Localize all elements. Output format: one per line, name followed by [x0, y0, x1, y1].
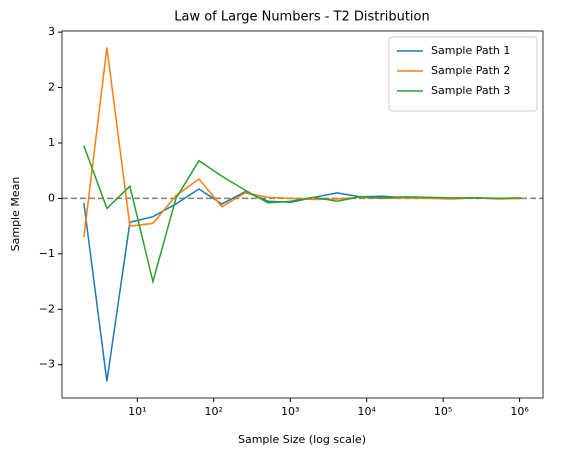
x-tick-label: 10³	[281, 405, 299, 418]
y-tick-label: 3	[48, 25, 55, 38]
x-tick-label: 10⁴	[357, 405, 376, 418]
x-tick-label: 10⁵	[434, 405, 452, 418]
legend-label: Sample Path 3	[431, 84, 510, 97]
y-tick-label: −1	[39, 247, 55, 260]
x-tick-label: 10²	[205, 405, 223, 418]
data-line	[83, 188, 522, 382]
legend-label: Sample Path 1	[431, 44, 510, 57]
x-tick-label: 10⁶	[510, 405, 529, 418]
y-tick-label: 2	[48, 81, 55, 94]
data-line	[83, 145, 522, 285]
legend-box	[388, 36, 538, 112]
y-tick-label: 0	[48, 191, 55, 204]
x-tick-label: 10¹	[128, 405, 146, 418]
y-axis-label: Sample Mean	[9, 177, 22, 252]
y-tick-label: −3	[39, 358, 55, 371]
y-tick-label: 1	[48, 136, 55, 149]
plot-frame	[61, 30, 544, 399]
chart-title: Law of Large Numbers - T2 Distribution	[174, 10, 429, 25]
x-axis-label: Sample Size (log scale)	[238, 433, 366, 446]
y-tick-label: −2	[39, 302, 55, 315]
legend-label: Sample Path 2	[431, 64, 510, 77]
legend: Sample Path 1 Sample Path 2 Sample Path 3	[388, 36, 538, 112]
